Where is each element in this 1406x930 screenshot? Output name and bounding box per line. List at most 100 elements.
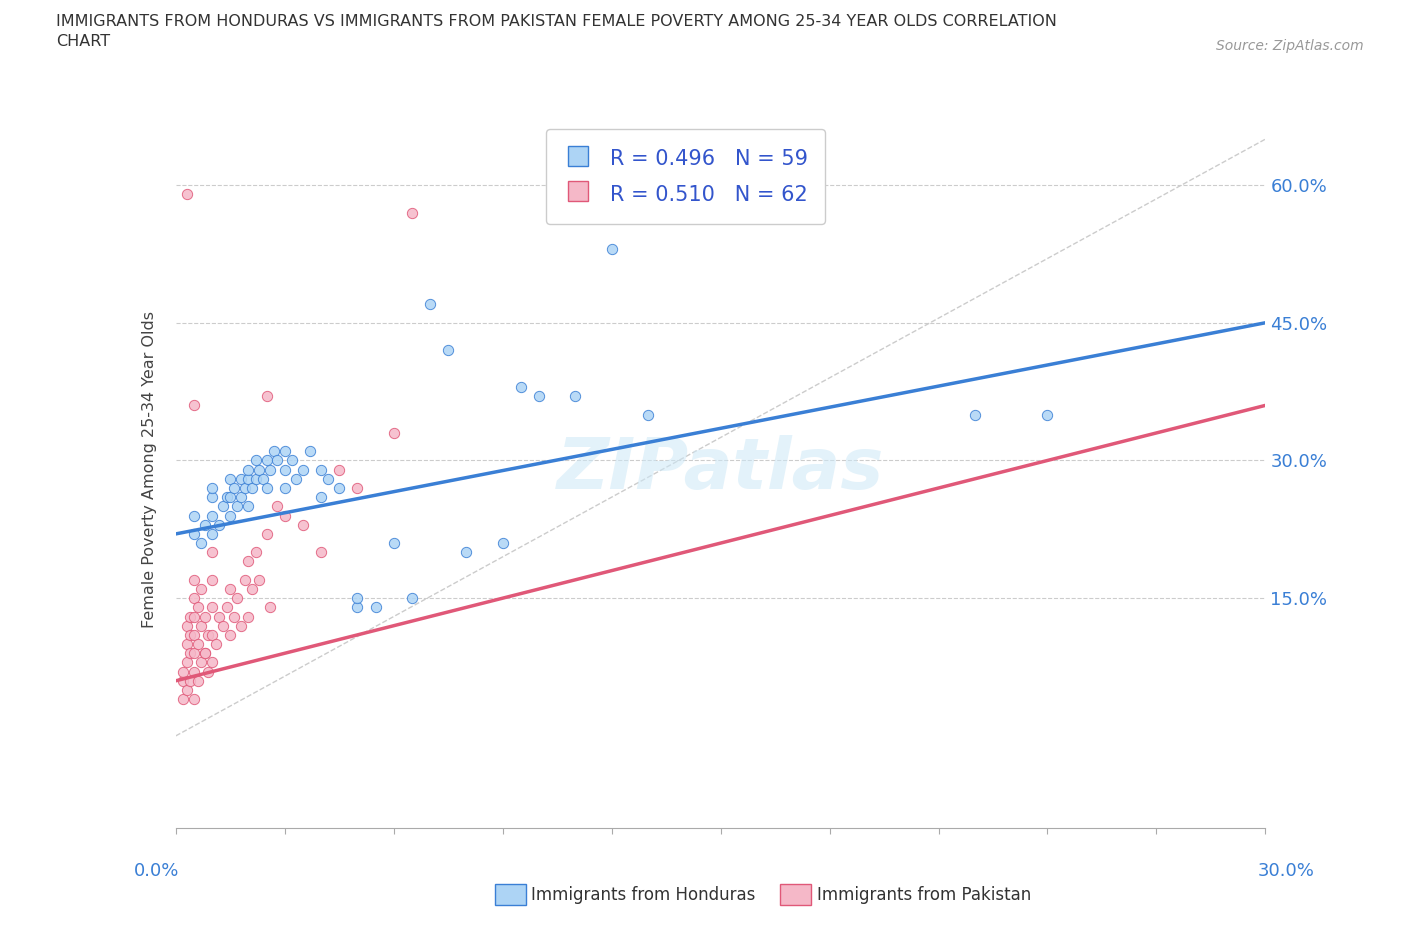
Point — [245, 453, 267, 468]
Point — [190, 581, 212, 596]
Point — [176, 187, 198, 202]
Text: Source: ZipAtlas.com: Source: ZipAtlas.com — [1216, 39, 1364, 53]
Point — [194, 609, 217, 624]
Point — [274, 508, 297, 523]
Point — [197, 664, 219, 679]
Point — [219, 508, 242, 523]
Point — [183, 664, 205, 679]
Point — [231, 490, 253, 505]
Point — [401, 206, 423, 220]
Point — [194, 645, 217, 660]
Point — [527, 389, 550, 404]
Point — [274, 481, 297, 496]
Point — [346, 591, 368, 605]
Text: 0.0%: 0.0% — [134, 862, 179, 880]
Text: Immigrants from Honduras: Immigrants from Honduras — [531, 885, 756, 904]
Point — [219, 581, 242, 596]
Point — [179, 628, 201, 643]
Point — [226, 591, 249, 605]
Point — [963, 407, 986, 422]
Point — [291, 462, 314, 477]
Text: IMMIGRANTS FROM HONDURAS VS IMMIGRANTS FROM PAKISTAN FEMALE POVERTY AMONG 25-34 : IMMIGRANTS FROM HONDURAS VS IMMIGRANTS F… — [56, 14, 1057, 29]
Point — [212, 618, 235, 633]
Point — [172, 692, 194, 707]
Point — [186, 637, 209, 652]
Point — [346, 600, 368, 615]
Point — [509, 379, 531, 394]
Point — [201, 508, 224, 523]
Point — [194, 517, 217, 532]
Point — [183, 645, 205, 660]
Point — [201, 600, 224, 615]
Point — [401, 591, 423, 605]
Point — [238, 498, 260, 513]
Point — [190, 536, 212, 551]
Point — [179, 609, 201, 624]
Point — [263, 444, 285, 458]
Point — [364, 600, 387, 615]
Point — [176, 683, 198, 698]
Point — [309, 545, 332, 560]
Point — [231, 472, 253, 486]
Point — [238, 609, 260, 624]
Point — [256, 389, 278, 404]
Point — [256, 526, 278, 541]
Point — [328, 481, 350, 496]
Point — [274, 444, 297, 458]
FancyBboxPatch shape — [780, 884, 811, 905]
Point — [259, 600, 281, 615]
Point — [1036, 407, 1059, 422]
Point — [328, 462, 350, 477]
Point — [346, 481, 368, 496]
Point — [233, 572, 256, 587]
Text: Immigrants from Pakistan: Immigrants from Pakistan — [817, 885, 1031, 904]
Point — [172, 664, 194, 679]
Point — [179, 673, 201, 688]
Point — [266, 453, 288, 468]
Point — [208, 517, 231, 532]
Point — [245, 545, 267, 560]
Point — [419, 297, 441, 312]
Point — [238, 462, 260, 477]
Point — [259, 462, 281, 477]
Point — [456, 545, 478, 560]
Point — [212, 498, 235, 513]
Point — [318, 472, 340, 486]
Point — [247, 462, 270, 477]
Point — [309, 462, 332, 477]
Point — [190, 655, 212, 670]
Point — [222, 609, 245, 624]
Point — [183, 628, 205, 643]
Point — [299, 444, 322, 458]
Point — [183, 508, 205, 523]
Point — [183, 591, 205, 605]
Point — [437, 343, 460, 358]
Point — [208, 609, 231, 624]
FancyBboxPatch shape — [495, 884, 526, 905]
Point — [238, 472, 260, 486]
Point — [564, 389, 586, 404]
Point — [204, 637, 226, 652]
Point — [256, 453, 278, 468]
Point — [201, 526, 224, 541]
Point — [382, 426, 405, 441]
Point — [245, 472, 267, 486]
Point — [291, 517, 314, 532]
Point — [201, 490, 224, 505]
Point — [179, 645, 201, 660]
Point — [197, 628, 219, 643]
Point — [252, 472, 274, 486]
Point — [183, 572, 205, 587]
Point — [183, 398, 205, 413]
Legend: R = 0.496   N = 59, R = 0.510   N = 62: R = 0.496 N = 59, R = 0.510 N = 62 — [546, 129, 825, 224]
Point — [201, 545, 224, 560]
Point — [256, 481, 278, 496]
Point — [176, 618, 198, 633]
Point — [201, 655, 224, 670]
Point — [183, 692, 205, 707]
Point — [274, 462, 297, 477]
Point — [201, 481, 224, 496]
Point — [247, 572, 270, 587]
Point — [492, 536, 515, 551]
Point — [382, 536, 405, 551]
